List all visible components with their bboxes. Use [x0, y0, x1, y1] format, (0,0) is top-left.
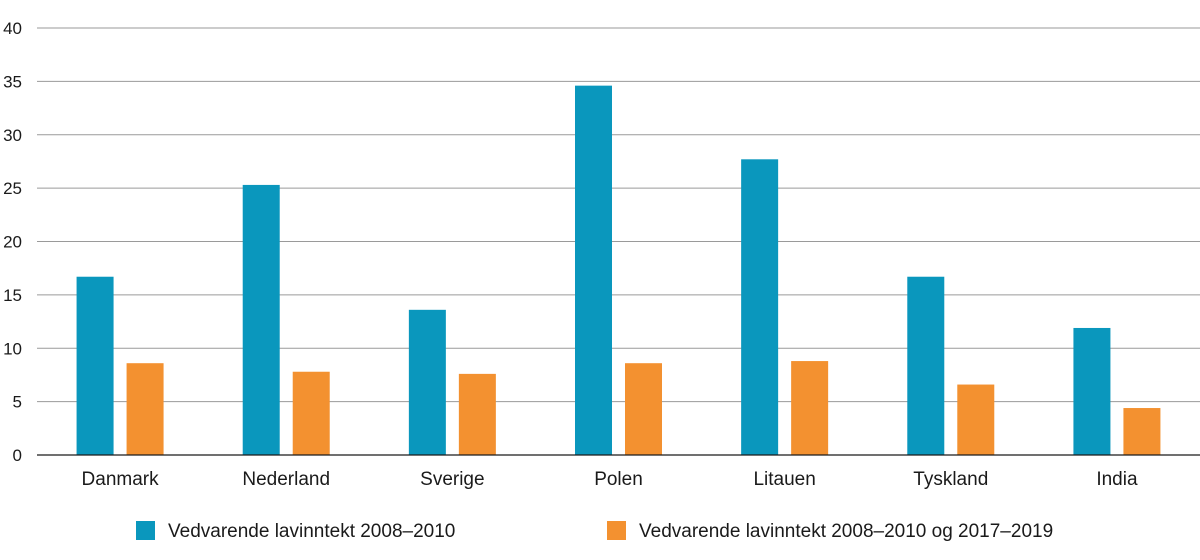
bar-tyskland-series-2	[957, 384, 995, 455]
bar-litauen-series-2	[791, 361, 829, 455]
legend-item-series-1: Vedvarende lavinntekt 2008–2010	[136, 521, 455, 542]
x-tick-label: Sverige	[420, 469, 484, 490]
y-tick-label: 35	[3, 72, 22, 91]
legend: Vedvarende lavinntekt 2008–2010 Vedvarend…	[136, 521, 1053, 542]
x-tick-label: Litauen	[753, 469, 815, 490]
x-tick-label: Danmark	[82, 469, 160, 490]
y-tick-label: 30	[3, 126, 22, 145]
legend-item-series-2: Vedvarende lavinntekt 2008–2010 og 2017–…	[607, 521, 1053, 542]
bar-nederland-series-1	[242, 184, 280, 456]
x-tick-label: Polen	[594, 469, 643, 490]
bar-litauen-series-1	[741, 159, 779, 456]
y-tick-label: 0	[13, 446, 22, 465]
y-axis-ticks: 0 5 10 15 20 25 30 35 40	[3, 19, 22, 465]
bar-sverige-series-2	[458, 373, 496, 455]
bar-danmark-series-2	[126, 363, 164, 455]
bar-sverige-series-1	[408, 309, 446, 455]
x-axis-labels: Danmark Nederland Sverige Polen Litauen Tyskl…	[82, 469, 1138, 490]
x-tick-label: Tyskland	[913, 469, 988, 490]
bars	[76, 85, 1161, 456]
legend-swatch	[607, 521, 626, 540]
y-tick-label: 40	[3, 19, 22, 38]
y-tick-label: 20	[3, 233, 22, 252]
y-tick-label: 10	[3, 339, 22, 358]
y-tick-label: 5	[13, 393, 22, 412]
bar-polen-series-1	[575, 85, 612, 456]
bar-danmark-series-1	[76, 276, 114, 455]
legend-label: Vedvarende lavinntekt 2008–2010 og 2017–…	[639, 521, 1053, 542]
bar-india-series-2	[1123, 408, 1161, 455]
y-tick-label: 15	[3, 286, 22, 305]
bar-india-series-1	[1073, 327, 1111, 455]
legend-swatch	[136, 521, 155, 540]
gridlines	[37, 27, 1200, 403]
bar-nederland-series-2	[292, 371, 330, 455]
legend-label: Vedvarende lavinntekt 2008–2010	[168, 521, 455, 542]
x-tick-label: Nederland	[242, 469, 330, 490]
bar-polen-series-2	[625, 363, 662, 455]
x-tick-label: India	[1096, 469, 1138, 490]
bar-tyskland-series-1	[907, 276, 945, 455]
y-tick-label: 25	[3, 179, 22, 198]
